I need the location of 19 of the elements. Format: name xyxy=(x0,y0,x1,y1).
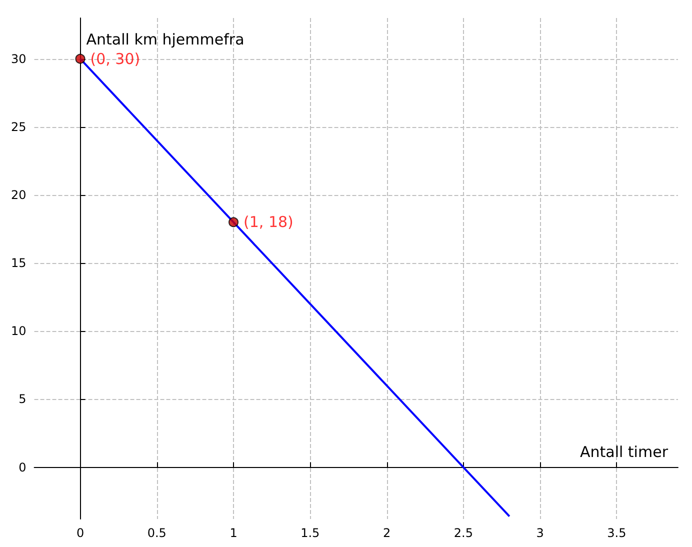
data-label: (0, 30) xyxy=(90,50,140,68)
y-tick-label: 5 xyxy=(18,392,26,406)
x-tick-label: 1 xyxy=(230,526,238,540)
y-tick-label: 0 xyxy=(18,460,26,474)
x-tick-label: 1.5 xyxy=(300,526,320,540)
x-tick-label: 0.5 xyxy=(147,526,166,540)
y-tick-label: 10 xyxy=(10,324,26,338)
y-tick-label: 30 xyxy=(10,52,26,66)
x-tick-label: 2 xyxy=(382,526,391,540)
x-tick-label: 2.5 xyxy=(454,526,473,540)
y-tick-label: 20 xyxy=(10,188,26,202)
y-tick-label: 15 xyxy=(10,256,26,270)
x-tick-label: 0 xyxy=(76,526,84,540)
x-tick-label: 3 xyxy=(536,526,544,540)
data-label: (1, 18) xyxy=(244,213,294,232)
y-tick-label: 25 xyxy=(10,120,26,134)
x-tick-label: 3.5 xyxy=(607,526,626,540)
y-axis-title: Antall km hjemmefra xyxy=(86,30,244,48)
x-axis-title: Antall timer xyxy=(580,442,669,461)
